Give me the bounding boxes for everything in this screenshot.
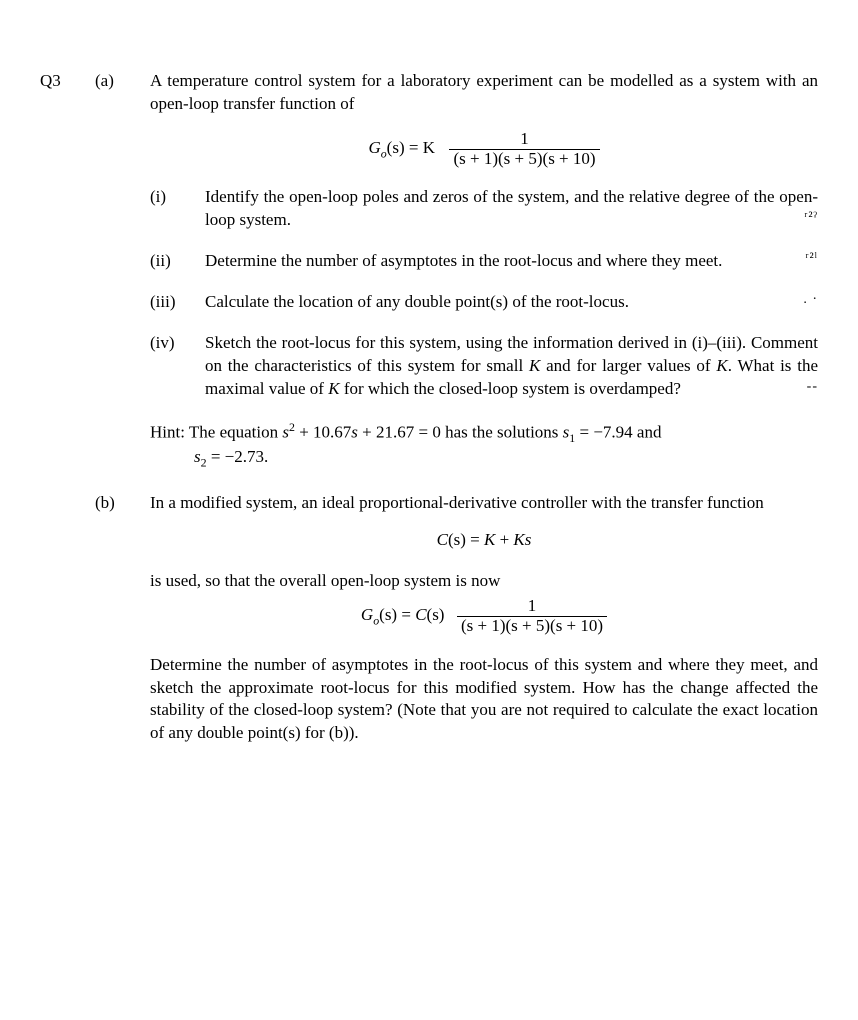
- eq2-den: (s + 1)(s + 5)(s + 10): [457, 617, 607, 636]
- eq2-Carg: (s): [427, 605, 445, 624]
- hint-l2-var: s: [194, 447, 201, 466]
- eq2-frac: 1 (s + 1)(s + 5)(s + 10): [457, 597, 607, 635]
- sub-i-body: Identify the open-loop poles and zeros o…: [205, 186, 818, 232]
- eq-K1: K: [484, 530, 495, 549]
- sub-iii-label: (iii): [150, 291, 205, 314]
- sub-ii-label: (ii): [150, 250, 205, 273]
- eq2-G: G: [361, 605, 373, 624]
- eq2-C: C: [415, 605, 426, 624]
- sub-iv-K2: K: [716, 356, 727, 375]
- sub-iii-text: Calculate the location of any double poi…: [205, 292, 629, 311]
- question-row: Q3 (a) A temperature control system for …: [40, 70, 818, 492]
- sub-iv-label: (iv): [150, 332, 205, 355]
- part-b-label: (b): [95, 492, 150, 515]
- hint-prefix: Hint: The equation: [150, 422, 282, 441]
- sub-i-mark: ʳ²ˀ: [804, 209, 818, 228]
- part-a-intro: A temperature control system for a labor…: [150, 70, 818, 116]
- eq-arg: (s) = K: [387, 138, 435, 157]
- sub-i-label: (i): [150, 186, 205, 209]
- equation-go2: Go(s) = C(s) 1 (s + 1)(s + 5)(s + 10): [150, 597, 818, 635]
- eq2-arg: (s) =: [379, 605, 415, 624]
- sub-ii: (ii) Determine the number of asymptotes …: [150, 250, 818, 273]
- sub-iii: (iii) Calculate the location of any doub…: [150, 291, 818, 314]
- hint-mid2: + 21.67 = 0 has the solutions: [358, 422, 563, 441]
- sub-i-text: Identify the open-loop poles and zeros o…: [205, 187, 818, 229]
- equation-cs: C(s) = K + Ks: [150, 529, 818, 552]
- eq-s: s: [525, 530, 532, 549]
- hint-line1: Hint: The equation s2 + 10.67s + 21.67 =…: [150, 419, 818, 446]
- part-a-label: (a): [95, 70, 150, 93]
- sub-iv-K3: K: [328, 379, 339, 398]
- sub-i: (i) Identify the open-loop poles and zer…: [150, 186, 818, 232]
- sub-ii-text: Determine the number of asymptotes in th…: [205, 251, 722, 270]
- hint-line2: s2 = −2.73.: [150, 446, 818, 470]
- eq-num: 1: [449, 130, 599, 150]
- eq-C: C: [437, 530, 448, 549]
- sub-iii-body: Calculate the location of any double poi…: [205, 291, 818, 314]
- hint-s: s: [282, 422, 289, 441]
- sub-iv: (iv) Sketch the root-locus for this syst…: [150, 332, 818, 401]
- hint-sol1-eq: = −7.94 and: [575, 422, 661, 441]
- eq-frac: 1 (s + 1)(s + 5)(s + 10): [449, 130, 599, 168]
- part-b-content: In a modified system, an ideal proportio…: [150, 492, 818, 745]
- eq2-num: 1: [457, 597, 607, 617]
- sub-ii-mark: ʳ²ˡ: [805, 250, 818, 269]
- part-b-mid: is used, so that the overall open-loop s…: [150, 570, 818, 593]
- sub-iv-K1: K: [529, 356, 540, 375]
- sub-ii-body: Determine the number of asymptotes in th…: [205, 250, 818, 273]
- hint-l2-eq: = −2.73.: [207, 447, 269, 466]
- hint-mid1: + 10.67: [295, 422, 351, 441]
- part-b-intro: In a modified system, an ideal proportio…: [150, 492, 818, 515]
- question-number: Q3: [40, 70, 95, 93]
- sub-iv-body: Sketch the root-locus for this system, u…: [205, 332, 818, 401]
- sub-iii-mark: . ·: [803, 291, 818, 310]
- sub-iv-mid1: and for larger values of: [540, 356, 716, 375]
- equation-go: Go(s) = K 1 (s + 1)(s + 5)(s + 10): [150, 130, 818, 168]
- part-b-para: Determine the number of asymptotes in th…: [150, 654, 818, 746]
- eq-G: G: [368, 138, 380, 157]
- part-b-row: (b) In a modified system, an ideal propo…: [40, 492, 818, 745]
- eq-plus: +: [495, 530, 513, 549]
- sub-iv-post: for which the closed-loop system is over…: [340, 379, 681, 398]
- eq-C-arg: (s) =: [448, 530, 484, 549]
- hint-s1: s: [351, 422, 358, 441]
- part-a-content: A temperature control system for a labor…: [150, 70, 818, 492]
- sub-iv-mark: ‑‑: [807, 378, 818, 397]
- hint-block: Hint: The equation s2 + 10.67s + 21.67 =…: [150, 419, 818, 471]
- eq-den: (s + 1)(s + 5)(s + 10): [453, 149, 595, 168]
- eq-K2: K: [513, 530, 524, 549]
